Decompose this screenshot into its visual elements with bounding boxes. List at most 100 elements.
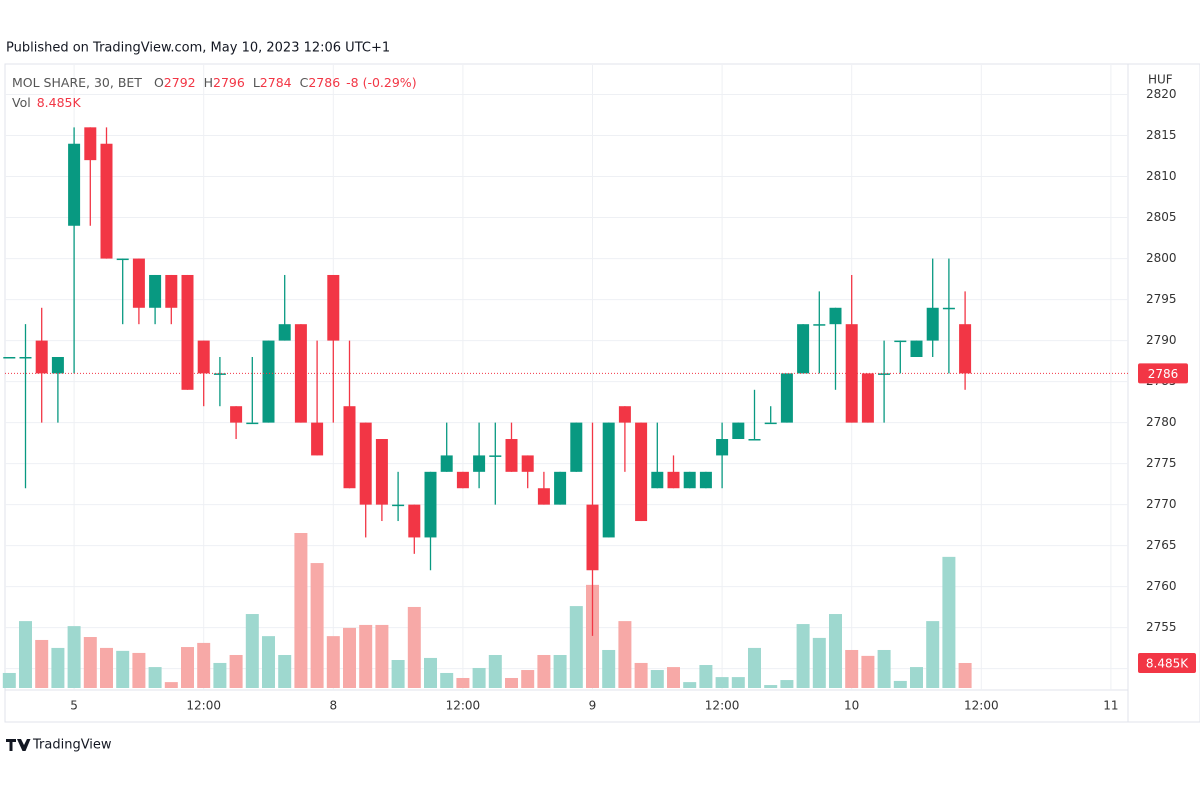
candle-body [683, 471, 696, 489]
volume-bar [650, 670, 664, 688]
y-tick-label: 2805 [1146, 210, 1177, 224]
candle-body [132, 258, 145, 308]
volume-bar [424, 657, 437, 688]
volume-bar [83, 637, 97, 688]
volume-bar [942, 556, 956, 688]
volume-bar [683, 682, 697, 688]
candle-body [586, 504, 599, 571]
candle-body [748, 439, 761, 441]
volume-bar [748, 647, 761, 688]
volume-bar [829, 614, 842, 688]
y-tick-label: 2800 [1146, 251, 1177, 265]
y-tick-label: 2790 [1146, 333, 1177, 347]
volume-bar [586, 584, 599, 688]
candle-body [861, 373, 874, 423]
volume-bar [278, 654, 292, 688]
candle-body [3, 356, 16, 359]
volume-bar [537, 654, 551, 688]
candle-body [375, 439, 388, 505]
chart-frame [4, 63, 1200, 723]
volume-bar [116, 650, 130, 688]
volume-bar [51, 647, 65, 688]
candle-body [602, 422, 615, 538]
candle-body [894, 340, 907, 343]
candle-body [456, 471, 469, 489]
candle-body [359, 422, 372, 505]
candle-body [570, 422, 583, 472]
axes: 2750275527602765277027752780278527902795… [5, 87, 1196, 713]
volume-bar [326, 636, 340, 688]
candle-body [910, 340, 923, 357]
volume-bar [764, 685, 778, 688]
candle-body [667, 471, 680, 489]
candle-body [327, 274, 340, 341]
candle-body [246, 422, 259, 425]
volume-bar [634, 662, 648, 688]
volume-bar [310, 563, 324, 688]
volume-bar [181, 647, 194, 688]
volume-bar [456, 677, 470, 688]
volume-bar [19, 621, 32, 688]
volume-bar [440, 672, 454, 688]
candle-body [149, 274, 162, 308]
volume-bar [893, 680, 907, 688]
candle-body [392, 504, 405, 507]
volume-bar [602, 649, 616, 688]
volume-bar [553, 654, 567, 688]
volume-bar [359, 624, 373, 688]
candle-body [294, 324, 307, 423]
volume-title: Vol [12, 95, 31, 110]
ohlc-value: 2792 [164, 75, 196, 90]
candle-body [829, 307, 842, 325]
volume-bar [132, 652, 146, 688]
candle-body [521, 455, 534, 472]
candle-body [181, 274, 194, 390]
y-tick-label: 2765 [1146, 538, 1177, 552]
x-tick-label: 12:00 [186, 699, 221, 713]
volume-bar [148, 667, 162, 688]
y-tick-label: 2760 [1146, 579, 1177, 593]
candle-body [424, 471, 437, 538]
candle-body [440, 455, 453, 472]
last-volume-tag [1138, 652, 1196, 673]
volume-bar [699, 665, 713, 688]
candle-body [68, 143, 81, 226]
volume-bar [926, 621, 940, 688]
volume-bar [796, 624, 810, 688]
candle-body [813, 324, 826, 326]
candle-body [84, 127, 97, 161]
y-tick-label: 2775 [1146, 456, 1177, 470]
volume-bar [731, 677, 745, 688]
volume-bar [845, 649, 859, 688]
x-tick-label: 5 [70, 699, 78, 713]
currency: HUF [1148, 73, 1173, 87]
volume-bar [262, 636, 275, 688]
volume-bar [67, 626, 81, 688]
y-tick-label: 2810 [1146, 169, 1177, 183]
candle-body [618, 406, 631, 423]
volume-bar [407, 606, 421, 688]
candle-body [51, 356, 64, 374]
volume-bar [164, 682, 178, 688]
x-tick-label: 10 [844, 699, 859, 713]
volume-pane [2, 533, 972, 688]
volume-bar [343, 627, 356, 688]
y-tick-label: 2780 [1146, 415, 1177, 429]
volume-bar [375, 624, 389, 688]
candle-body [878, 373, 891, 375]
candle-body [116, 258, 129, 261]
volume-legend-value: 8.485K [37, 95, 82, 110]
x-tick-label: 11 [1103, 699, 1118, 713]
candle-body [926, 307, 939, 341]
volume-bar [294, 533, 308, 688]
volume-bar [505, 677, 518, 688]
last-price-tag [1138, 363, 1188, 384]
volume-bar [245, 614, 259, 688]
volume-bar [910, 667, 923, 688]
ohlc-key: O [154, 75, 164, 90]
brand: TradingView [32, 738, 112, 753]
volume-bar [618, 621, 632, 688]
candle-body [343, 406, 356, 489]
volume-bar [488, 654, 502, 688]
